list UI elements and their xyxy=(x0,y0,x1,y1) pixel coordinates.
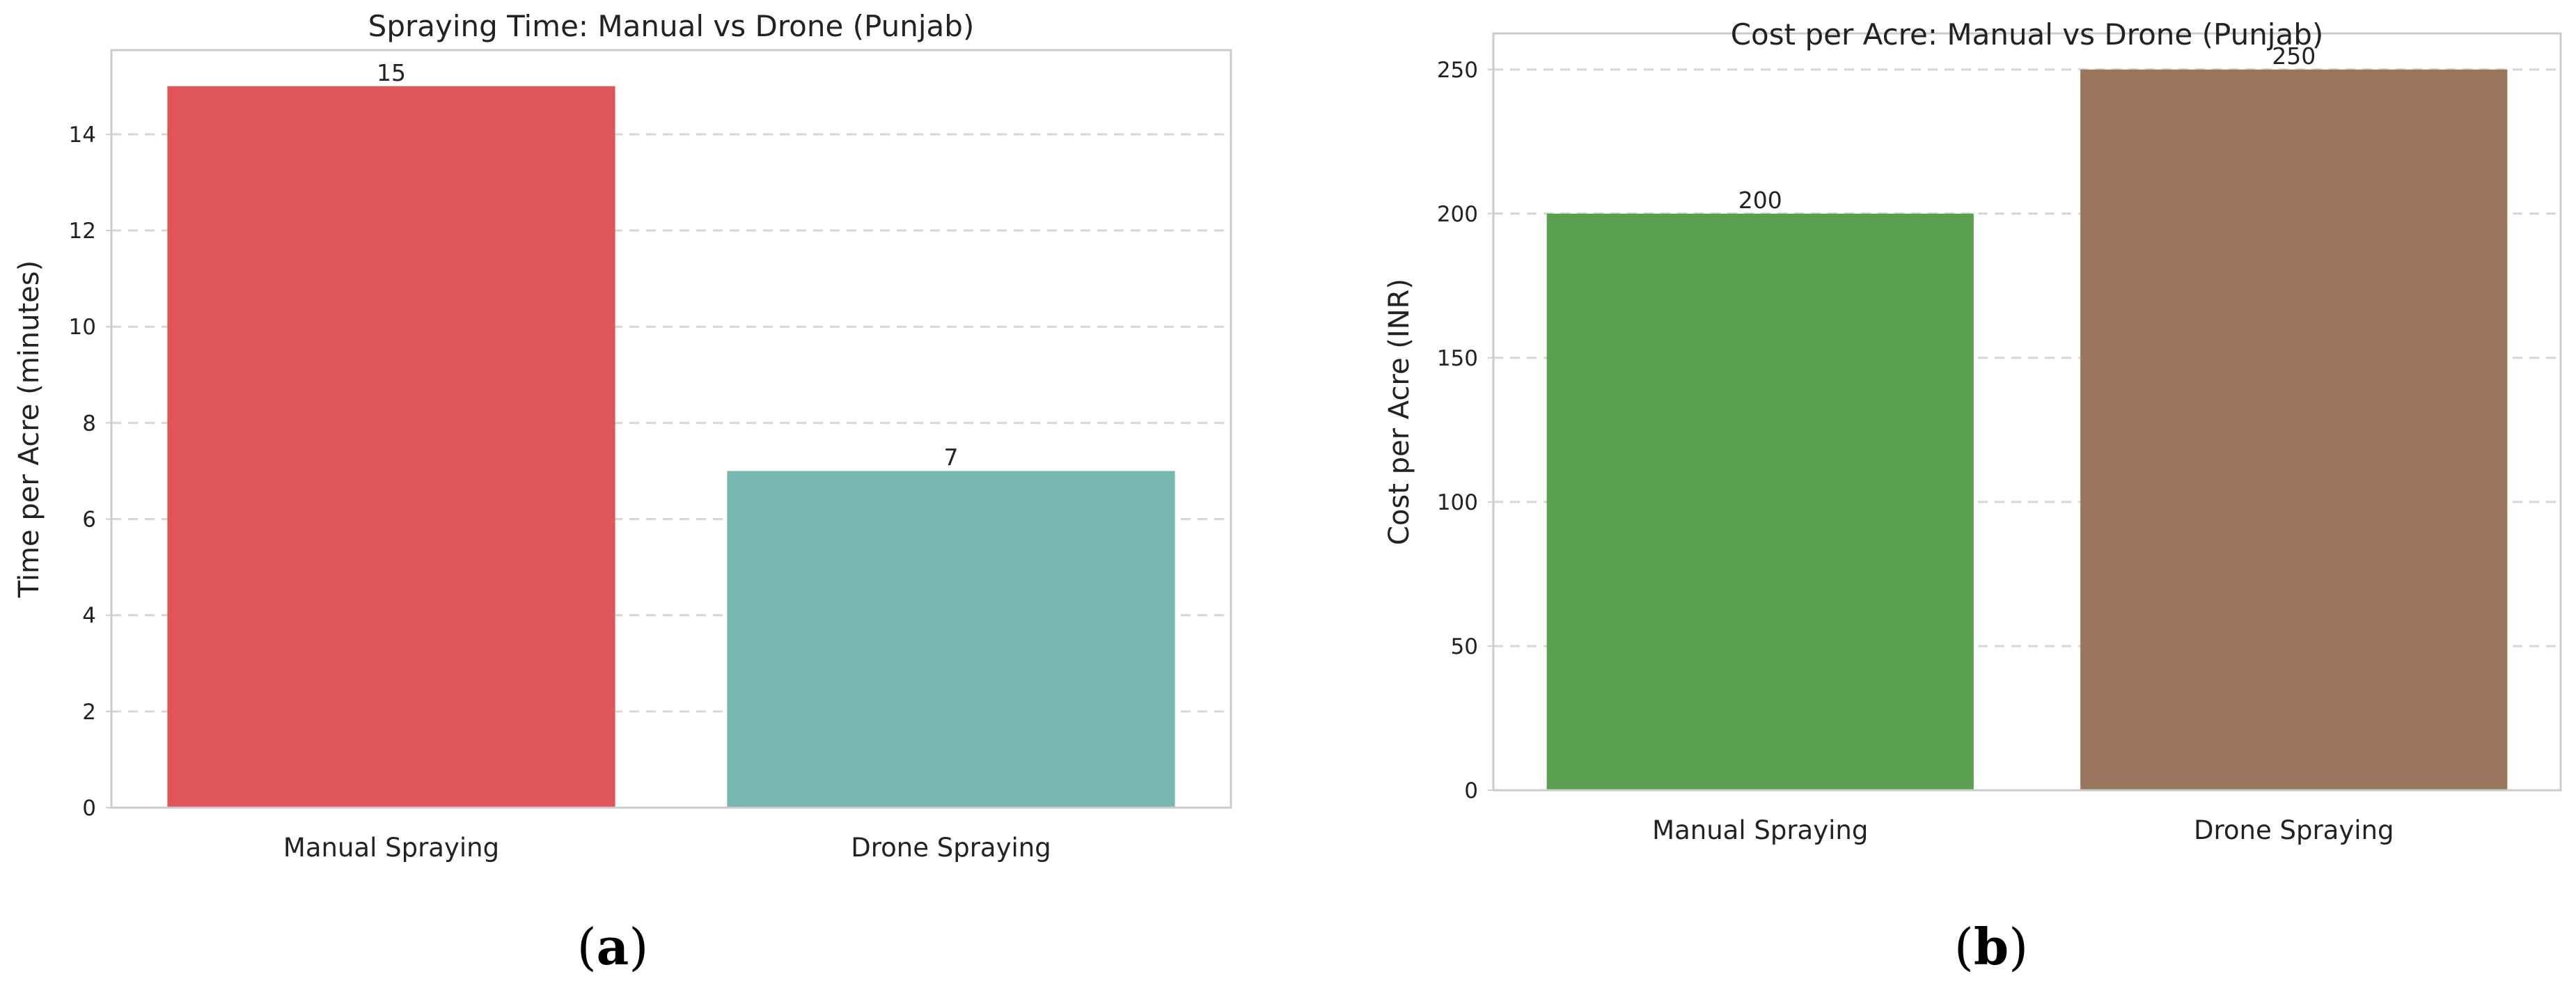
panel-label: (a) xyxy=(577,917,649,976)
chart-title: Spraying Time: Manual vs Drone (Punjab) xyxy=(368,9,975,43)
data-label: 200 xyxy=(1738,187,1782,214)
panel-label-open: ( xyxy=(577,918,597,976)
panel-label-close: ) xyxy=(629,918,648,976)
data-label: 250 xyxy=(2272,42,2316,70)
y-tick-label: 200 xyxy=(1437,202,1478,227)
panel-label-letter: a xyxy=(597,917,629,976)
x-tick-label: Drone Spraying xyxy=(2194,815,2394,845)
x-tick-label: Manual Spraying xyxy=(1652,815,1868,845)
panel-label-letter: b xyxy=(1974,917,2009,976)
bar-manual xyxy=(167,86,615,808)
y-tick-label: 250 xyxy=(1437,58,1478,83)
y-tick-label: 6 xyxy=(82,508,96,533)
panel-label-close: ) xyxy=(2009,918,2028,976)
data-label: 15 xyxy=(377,59,406,86)
plot-frame xyxy=(110,49,1232,809)
y-tick-label: 4 xyxy=(82,604,96,629)
chart-cost-per-acre: 0 50 100 150 200 250 200 Manual Spraying 250 Dron… xyxy=(1383,17,2562,976)
x-tick-label: Manual Spraying xyxy=(283,833,499,863)
plot-frame xyxy=(1492,32,2562,792)
bar-manual xyxy=(1546,213,1974,790)
y-tick-label: 0 xyxy=(1464,778,1478,803)
panel-label-open: ( xyxy=(1954,918,1974,976)
y-axis-label: Cost per Acre (INR) xyxy=(1383,279,1415,545)
y-axis-label: Time per Acre (minutes) xyxy=(13,260,45,598)
y-tick-label: 10 xyxy=(69,315,96,340)
y-tick-label: 50 xyxy=(1451,634,1478,659)
bar-drone xyxy=(2080,69,2508,790)
y-tick-label: 150 xyxy=(1437,346,1478,371)
y-tick-label: 0 xyxy=(82,796,96,821)
y-tick-label: 100 xyxy=(1437,490,1478,515)
data-label: 7 xyxy=(944,444,959,471)
panel-label: (b) xyxy=(1954,917,2029,976)
y-tick-label: 14 xyxy=(69,123,96,148)
y-tick-label: 12 xyxy=(69,219,96,244)
chart-spraying-time: 0 2 4 6 8 10 12 14 15 Manual Spraying 7 Drone Spray… xyxy=(13,9,1232,976)
bar-drone xyxy=(727,471,1175,808)
y-tick-label: 8 xyxy=(82,411,96,436)
chart-title: Cost per Acre: Manual vs Drone (Punjab) xyxy=(1731,17,2324,52)
y-tick-label: 2 xyxy=(82,700,96,725)
x-tick-label: Drone Spraying xyxy=(851,833,1051,863)
